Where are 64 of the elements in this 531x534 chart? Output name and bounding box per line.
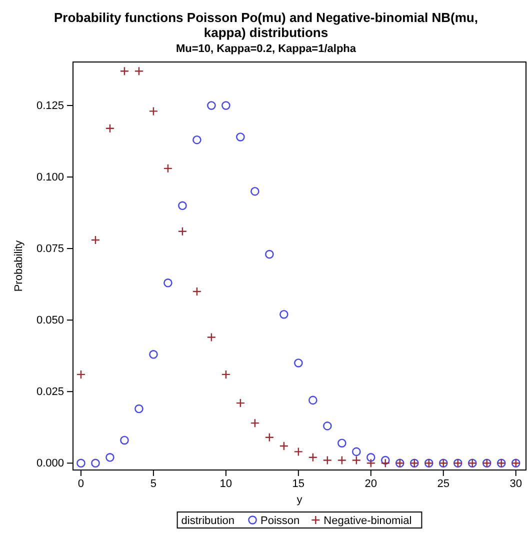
x-tick-label: 20 [364,478,378,490]
legend-title: distribution [181,515,235,527]
point [280,310,288,319]
y-axis-title: Probability [13,240,25,292]
point [366,458,376,468]
point [380,458,390,468]
point [134,66,144,76]
point [106,453,114,462]
point [91,458,100,468]
point [148,106,158,116]
point [105,124,115,133]
point [381,456,390,465]
x-axis-title: y [296,494,303,506]
point [207,101,216,110]
y-tick-label: 0.050 [36,314,64,327]
point [76,370,86,380]
point [264,432,274,442]
y-tick-label: 0.025 [36,386,64,398]
point [178,201,187,210]
legend-label: Poisson [260,515,300,527]
point [265,250,274,259]
point [308,452,318,462]
legend-label: Negative-binomial [324,515,412,527]
point [164,278,172,288]
point [352,456,361,465]
point [294,358,303,368]
chart-subtitle: Mu=10, Kappa=0.2, Kappa=1/alpha [176,43,357,55]
point [338,438,346,448]
point [192,286,202,296]
point [294,447,304,456]
point [134,404,144,414]
x-tick-label: 10 [220,478,232,490]
x-tick-label: 15 [292,478,305,490]
y-tick-label: 0.000 [36,458,64,470]
y-tick-label: 0.075 [36,243,64,256]
point [322,456,332,465]
point [222,101,230,110]
point [76,458,86,468]
point [236,398,246,408]
point [90,235,100,245]
point [236,132,245,142]
point [352,447,361,456]
point [149,350,158,359]
point [250,418,260,428]
point [323,422,332,430]
point [308,396,318,405]
y-tick-label: 0.125 [36,100,64,112]
point [120,436,129,445]
point [250,186,260,196]
point [178,226,188,236]
y-tick-label: 0.100 [36,172,64,184]
point [120,66,130,76]
chart-title: Probability functions Poisson Po(mu) and Negative-binomial NB(mu, kappa) distributions [54,10,478,40]
x-tick-label: 25 [437,478,450,490]
x-tick-label: 30 [510,478,522,490]
point [279,441,289,451]
point [206,332,216,342]
x-tick-label: 0 [78,478,84,490]
x-tick-label: 5 [150,478,157,490]
point [337,456,346,465]
point [366,453,376,462]
point [192,135,202,144]
point [163,164,173,174]
point [221,370,231,380]
